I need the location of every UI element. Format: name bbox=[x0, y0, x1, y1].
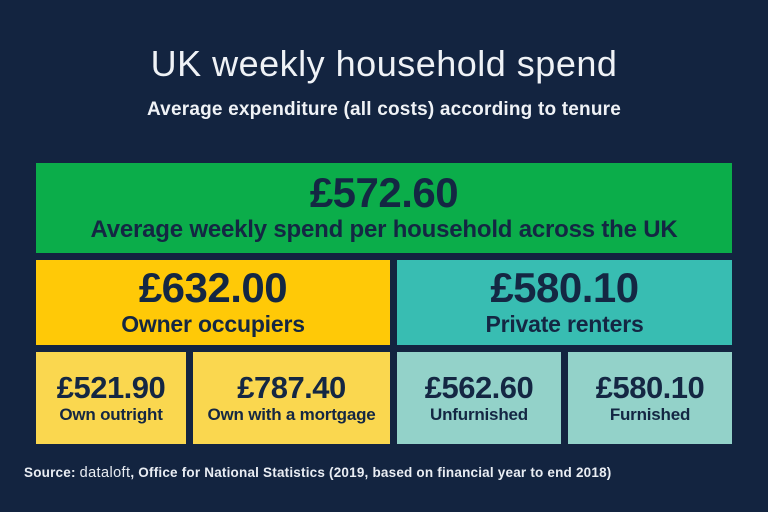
tile-value: £572.60 bbox=[309, 169, 459, 217]
tile-label: Own outright bbox=[59, 404, 163, 424]
tile-row-uk: £572.60 Average weekly spend per househo… bbox=[36, 163, 732, 253]
treemap-tiles: £572.60 Average weekly spend per househo… bbox=[36, 163, 732, 444]
tile-label: Owner occupiers bbox=[121, 311, 305, 338]
tile-label: Own with a mortgage bbox=[207, 404, 376, 424]
tile-label: Unfurnished bbox=[430, 404, 528, 424]
tile-row-tenure: £632.00 Owner occupiers £580.10 Private … bbox=[36, 260, 732, 345]
tile-value: £580.10 bbox=[595, 369, 705, 405]
tile-unfurnished: £562.60 Unfurnished bbox=[397, 352, 561, 444]
tile-value: £580.10 bbox=[490, 264, 639, 312]
tile-value: £632.00 bbox=[138, 264, 288, 312]
tile-row-subtenure: £521.90 Own outright £787.40 Own with a … bbox=[36, 352, 732, 444]
tile-label: Furnished bbox=[609, 404, 691, 424]
page-subtitle: Average expenditure (all costs) accordin… bbox=[146, 98, 622, 120]
tile-uk-average: £572.60 Average weekly spend per househo… bbox=[36, 163, 732, 253]
page-title: UK weekly household spend bbox=[150, 43, 618, 84]
source-brand-dataloft: dataloft bbox=[79, 465, 131, 481]
tile-furnished: £580.10 Furnished bbox=[568, 352, 732, 444]
tile-own-outright: £521.90 Own outright bbox=[36, 352, 186, 444]
tile-own-with-mortgage: £787.40 Own with a mortgage bbox=[193, 352, 390, 444]
tile-label: Average weekly spend per household acros… bbox=[90, 216, 678, 244]
tile-label: Private renters bbox=[485, 311, 644, 338]
header: UK weekly household spend Average expend… bbox=[0, 44, 768, 121]
tile-private-renters: £580.10 Private renters bbox=[397, 260, 732, 345]
tile-value: £562.60 bbox=[424, 369, 534, 405]
source-prefix: Source: bbox=[24, 465, 80, 480]
tile-owner-occupiers: £632.00 Owner occupiers bbox=[36, 260, 390, 345]
tile-value: £787.40 bbox=[237, 369, 346, 405]
source-rest: , Office for National Statistics (2019, … bbox=[130, 465, 612, 480]
source-attribution: Source: dataloft, Office for National St… bbox=[24, 465, 612, 481]
tile-value: £521.90 bbox=[56, 369, 166, 405]
